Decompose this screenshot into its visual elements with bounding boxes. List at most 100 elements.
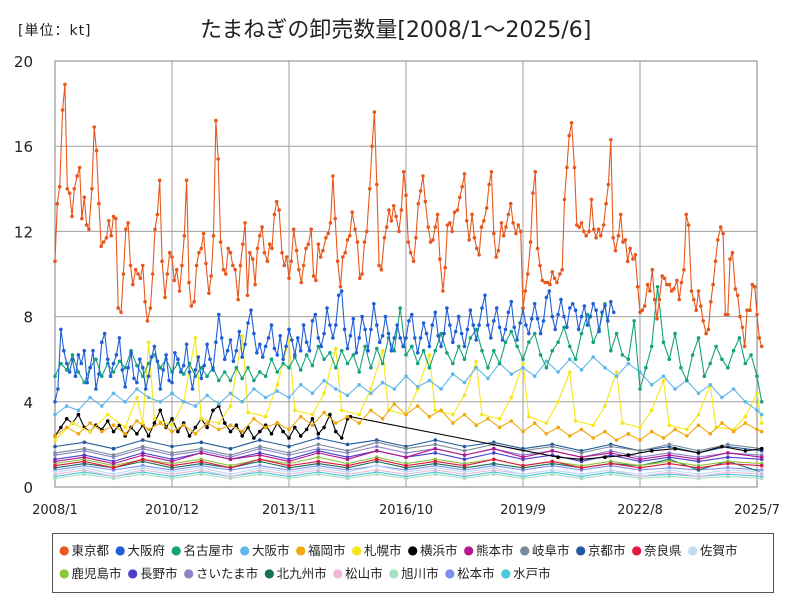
legend-label: 松山市 <box>345 566 383 581</box>
data-point <box>170 459 174 464</box>
data-point <box>199 459 204 464</box>
data-point <box>672 287 676 291</box>
data-point <box>621 240 625 244</box>
legend-label: さいたま市 <box>195 566 259 581</box>
data-point <box>298 434 303 438</box>
data-point <box>459 331 464 336</box>
data-point <box>240 334 244 338</box>
data-point <box>88 395 92 400</box>
data-point <box>293 425 297 430</box>
data-point <box>205 393 209 398</box>
data-point <box>82 455 87 460</box>
data-point <box>618 212 623 217</box>
data-point <box>345 346 350 351</box>
data-point <box>677 297 681 302</box>
data-point <box>558 272 562 276</box>
data-point <box>568 370 572 374</box>
data-point <box>474 365 479 370</box>
data-point <box>415 351 420 355</box>
data-point <box>704 331 708 336</box>
data-point <box>523 289 528 293</box>
data-point <box>275 389 280 393</box>
data-point <box>462 463 467 468</box>
data-point <box>328 412 332 417</box>
data-point <box>275 383 280 387</box>
data-point <box>321 248 325 253</box>
data-point <box>298 383 303 387</box>
data-point <box>569 121 574 125</box>
legend-marker-icon: ● <box>687 542 698 557</box>
data-point <box>334 387 338 391</box>
data-point <box>348 334 353 338</box>
data-point <box>579 466 584 470</box>
data-point <box>289 259 294 264</box>
data-point <box>603 365 607 370</box>
legend-marker-icon: ● <box>519 542 530 557</box>
data-point <box>386 331 391 336</box>
data-point <box>726 442 730 447</box>
data-point <box>258 472 262 477</box>
data-point <box>217 312 221 317</box>
data-point <box>322 331 326 336</box>
data-point <box>145 319 150 323</box>
legend-entries: ● 東京都 ● 大阪府 ● 名古屋市 ● 大阪市 ● 福岡市 ● 札幌市 ● 横浜市 ● 熊本市 ● 岐阜市 ● 京都… <box>53 534 773 584</box>
series-大阪府 <box>53 289 616 404</box>
data-point <box>304 246 308 251</box>
data-point <box>613 248 618 253</box>
data-point <box>309 227 314 232</box>
data-point <box>241 242 245 246</box>
legend-item: ● さいたま市 <box>184 561 259 584</box>
data-point <box>217 427 221 432</box>
data-point <box>152 417 157 421</box>
data-point <box>258 342 262 347</box>
data-point <box>355 240 360 244</box>
data-point <box>550 468 555 472</box>
data-point <box>556 340 560 345</box>
data-point <box>711 282 715 287</box>
data-point <box>479 225 484 229</box>
data-point <box>238 263 243 268</box>
data-point <box>394 214 398 219</box>
data-point <box>667 282 672 287</box>
data-point <box>369 408 373 413</box>
data-point <box>124 227 128 232</box>
data-point <box>649 408 654 413</box>
legend-marker-icon: ● <box>127 565 138 580</box>
data-point <box>196 355 201 359</box>
data-point <box>682 267 686 272</box>
data-point <box>53 451 57 455</box>
data-point <box>550 459 555 464</box>
data-point <box>152 421 157 425</box>
legend-marker-icon: ● <box>59 542 70 557</box>
data-point <box>240 376 244 381</box>
legend-item: ● 旭川市 <box>389 561 439 584</box>
data-point <box>638 425 642 430</box>
data-point <box>451 340 455 345</box>
data-point <box>492 231 496 236</box>
data-point <box>334 421 338 425</box>
data-point <box>367 187 372 191</box>
data-point <box>748 308 752 313</box>
data-point <box>445 351 449 355</box>
data-point <box>316 466 321 470</box>
data-point <box>709 299 713 304</box>
data-point <box>726 312 730 317</box>
data-point <box>287 395 291 400</box>
data-point <box>752 285 757 289</box>
data-point <box>474 338 479 342</box>
data-point <box>499 221 504 225</box>
data-point <box>119 310 123 315</box>
data-point <box>111 370 116 374</box>
data-point <box>297 267 301 272</box>
data-point <box>667 442 672 447</box>
data-point <box>193 425 198 430</box>
data-point <box>503 340 508 345</box>
data-point <box>418 189 423 193</box>
series-大阪市 <box>53 355 764 417</box>
data-point <box>585 323 590 327</box>
legend-label: 名古屋市 <box>183 543 234 558</box>
data-point <box>550 472 555 477</box>
data-point <box>254 351 259 355</box>
gridlines <box>54 60 758 488</box>
data-point <box>211 408 215 413</box>
